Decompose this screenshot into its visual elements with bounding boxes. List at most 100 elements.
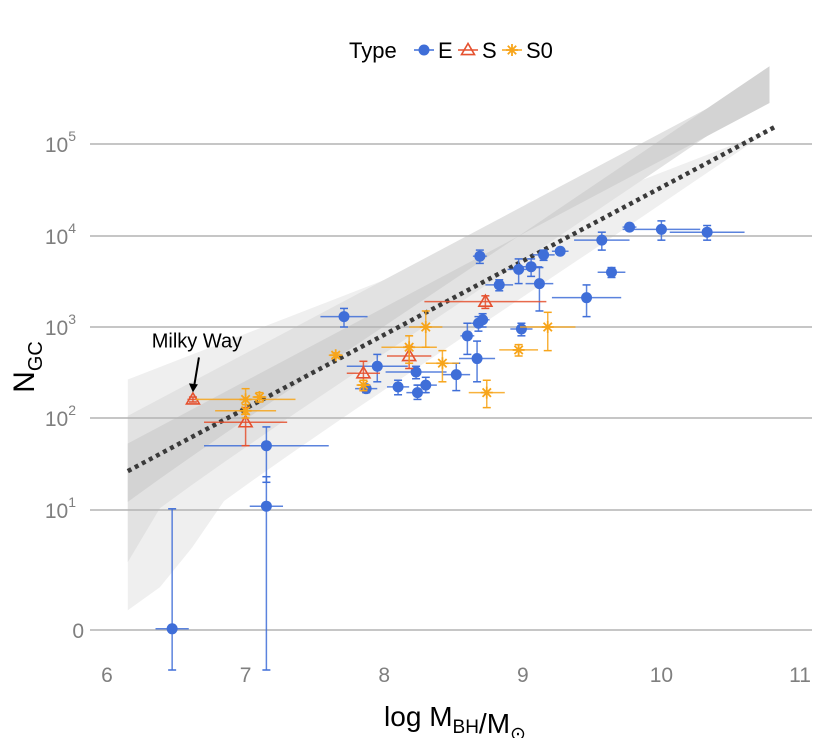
point-marker-circle <box>418 44 430 56</box>
series-E <box>155 220 745 671</box>
y-tick-label: 103 <box>45 311 76 340</box>
x-title-part: log M <box>384 701 452 732</box>
point-marker-circle <box>450 369 462 381</box>
x-tick-label: 10 <box>650 664 673 687</box>
band-inner <box>127 66 770 502</box>
point-marker-triangle <box>355 365 372 379</box>
data-point <box>409 310 443 348</box>
point-marker-circle <box>260 440 272 452</box>
point-marker-circle <box>260 500 272 512</box>
gridlines <box>90 143 812 631</box>
data-point <box>424 293 547 310</box>
legend-label: S <box>482 38 497 63</box>
legend-label: E <box>438 38 453 63</box>
point-marker-circle <box>701 226 713 238</box>
legend-entry-S: S <box>458 38 497 63</box>
point-marker-asterisk <box>253 391 266 404</box>
data-point <box>485 279 514 292</box>
point-marker-triangle <box>185 391 201 405</box>
point-marker-triangle <box>460 41 476 56</box>
y-title-part: N <box>8 371 41 393</box>
point-marker-asterisk <box>541 321 554 333</box>
point-marker-circle <box>410 366 422 378</box>
data-point <box>320 307 368 328</box>
annotation-arrow <box>192 357 200 388</box>
point-marker-asterisk <box>419 321 432 333</box>
y-axis-title: NGC <box>8 341 47 393</box>
annotation-arrow-head <box>188 383 198 393</box>
point-marker-asterisk <box>329 349 342 362</box>
legend-entry-E: E <box>414 38 453 63</box>
point-marker-asterisk <box>403 341 416 354</box>
data-point <box>459 340 496 383</box>
point-marker-circle <box>411 387 423 399</box>
data-point <box>532 249 555 262</box>
point-marker-circle <box>371 360 383 372</box>
point-marker-circle <box>554 245 566 257</box>
point-marker-circle <box>596 234 608 246</box>
annotations: Milky Way <box>152 330 242 393</box>
point-marker-triangle <box>237 414 254 428</box>
data-point <box>520 258 543 278</box>
point-marker-asterisk <box>480 386 493 399</box>
data-point <box>385 365 447 380</box>
point-marker-circle <box>538 249 550 261</box>
legend-label: S0 <box>526 38 553 63</box>
data-point <box>597 266 626 279</box>
data-point <box>460 322 475 356</box>
point-marker-circle <box>474 250 486 262</box>
data-point <box>468 379 505 409</box>
point-marker-circle <box>624 221 636 233</box>
data-point <box>252 391 267 404</box>
y-tick-exponent: 2 <box>68 402 76 418</box>
point-marker-asterisk <box>239 404 252 417</box>
data-point <box>215 403 277 419</box>
point-marker-circle <box>477 314 489 326</box>
x-axis-ticks: 6 7 8 9 10 11 <box>101 664 811 687</box>
data-point <box>346 353 408 383</box>
annotation-milky-way: Milky Way <box>152 330 242 352</box>
data-point <box>425 349 460 383</box>
point-marker-asterisk <box>436 357 449 370</box>
point-marker-circle <box>493 279 505 291</box>
data-point <box>155 508 189 671</box>
point-marker-circle <box>533 278 545 290</box>
data-point <box>328 349 343 362</box>
data-point <box>574 231 630 251</box>
y-tick-exponent: 5 <box>68 128 76 144</box>
point-marker-asterisk <box>357 379 370 392</box>
fit-line <box>126 124 777 474</box>
point-marker-circle <box>581 292 593 304</box>
y-tick-label: 0 <box>72 620 84 643</box>
point-marker-circle <box>525 261 537 273</box>
y-tick-exponent: 3 <box>68 311 76 327</box>
data-point <box>669 224 745 241</box>
point-marker-circle <box>166 623 178 635</box>
data-point <box>386 379 410 396</box>
data-point <box>249 475 284 671</box>
series-S0 <box>195 310 576 419</box>
point-marker-circle <box>420 379 432 391</box>
point-marker-asterisk <box>239 393 252 406</box>
point-marker-circle <box>338 311 350 323</box>
data-point <box>499 343 539 357</box>
legend-title: Type <box>349 38 397 63</box>
data-point <box>204 426 329 484</box>
x-tick-label: 7 <box>240 664 252 687</box>
band-middle <box>127 75 770 563</box>
x-axis-title: log MBH/M⊙ <box>384 701 526 738</box>
data-point <box>551 284 622 318</box>
data-points <box>155 220 745 671</box>
y-tick-label: 101 <box>45 494 76 523</box>
point-marker-asterisk <box>512 343 525 356</box>
y-axis-ticks: 0 101 102 103 104 105 <box>45 128 84 643</box>
point-marker-circle <box>461 330 473 342</box>
point-marker-circle <box>655 223 667 235</box>
legend-entry-S0: S0 <box>502 38 553 63</box>
data-point <box>414 376 437 394</box>
point-marker-triangle <box>477 293 494 307</box>
point-marker-circle <box>513 263 525 275</box>
point-marker-circle <box>606 266 618 278</box>
y-title-subscript: GC <box>25 341 47 371</box>
